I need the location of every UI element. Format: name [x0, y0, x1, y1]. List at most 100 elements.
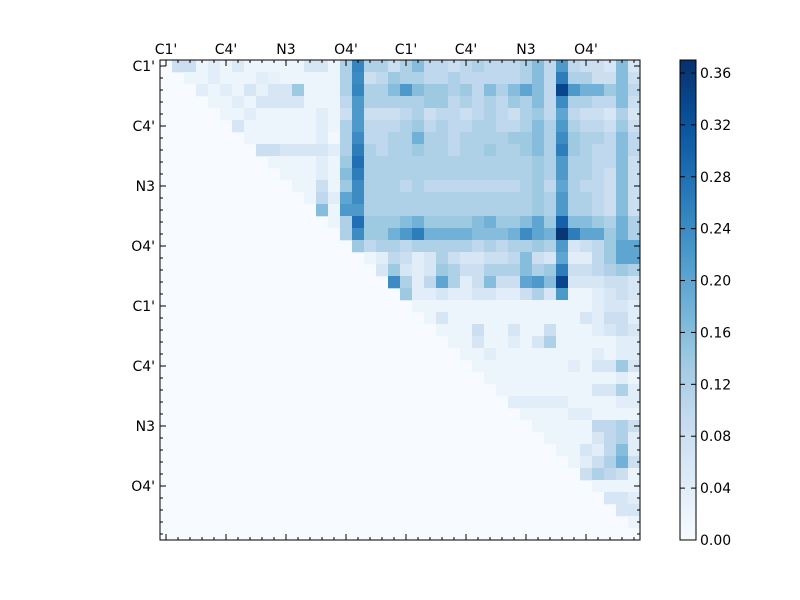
heatmap-cell: [604, 456, 617, 469]
heatmap-cell: [436, 60, 449, 73]
heatmap-cell: [544, 60, 557, 73]
heatmap-cell: [448, 300, 461, 313]
heatmap-cell: [520, 96, 533, 109]
heatmap-cell: [436, 132, 449, 145]
heatmap-cell: [484, 72, 497, 85]
heatmap-cell: [412, 108, 425, 121]
heatmap-cell: [436, 180, 449, 193]
heatmap-cell: [520, 300, 533, 313]
heatmap-cell: [508, 192, 521, 205]
heatmap-cell: [616, 288, 629, 301]
heatmap-cell: [484, 288, 497, 301]
heatmap-cell: [580, 132, 593, 145]
heatmap-cell: [580, 180, 593, 193]
heatmap-cell: [628, 396, 641, 409]
heatmap-cell: [544, 192, 557, 205]
heatmap-cell: [400, 252, 413, 265]
heatmap-cell: [556, 144, 569, 157]
heatmap-cell: [316, 96, 329, 109]
heatmap-cell: [544, 144, 557, 157]
heatmap-cell: [616, 276, 629, 289]
heatmap-cell: [616, 468, 629, 481]
heatmap-cell: [532, 108, 545, 121]
heatmap-cell: [424, 264, 437, 277]
heatmap-cell: [352, 240, 365, 253]
heatmap-cell: [232, 120, 245, 133]
heatmap-cell: [580, 144, 593, 157]
heatmap-cell: [616, 120, 629, 133]
heatmap-cell: [568, 252, 581, 265]
heatmap-cell: [448, 96, 461, 109]
heatmap-cell: [520, 372, 533, 385]
heatmap-cell: [628, 504, 641, 517]
x-tick-label: N3: [516, 42, 535, 58]
heatmap-cell: [472, 180, 485, 193]
heatmap-cell: [592, 444, 605, 457]
heatmap-cell: [532, 192, 545, 205]
heatmap-cell: [376, 156, 389, 169]
heatmap-cell: [484, 360, 497, 373]
heatmap-cell: [544, 180, 557, 193]
heatmap-cell: [448, 120, 461, 133]
heatmap-cell: [232, 60, 245, 73]
heatmap-cell: [592, 468, 605, 481]
heatmap-cell: [460, 216, 473, 229]
heatmap-cell: [556, 84, 569, 97]
heatmap-cell: [604, 360, 617, 373]
heatmap-cell: [532, 336, 545, 349]
heatmap-cell: [448, 168, 461, 181]
heatmap-cell: [580, 168, 593, 181]
heatmap-cell: [556, 180, 569, 193]
heatmap-cell: [508, 360, 521, 373]
heatmap-cell: [304, 192, 317, 205]
heatmap-cell: [556, 156, 569, 169]
heatmap-cell: [544, 420, 557, 433]
heatmap-cell: [628, 288, 641, 301]
heatmap-cell: [376, 72, 389, 85]
heatmap-cell: [532, 180, 545, 193]
heatmap-cell: [496, 72, 509, 85]
heatmap-cell: [568, 132, 581, 145]
heatmap-cell: [496, 252, 509, 265]
heatmap-cell: [280, 108, 293, 121]
heatmap-cell: [616, 300, 629, 313]
heatmap-cell: [484, 84, 497, 97]
heatmap-cell: [424, 144, 437, 157]
heatmap-cell: [592, 96, 605, 109]
heatmap-cell: [388, 84, 401, 97]
heatmap-cell: [424, 60, 437, 73]
heatmap-cell: [604, 288, 617, 301]
heatmap-cell: [532, 156, 545, 169]
heatmap-cell: [532, 408, 545, 421]
heatmap-cell: [496, 372, 509, 385]
heatmap-cell: [544, 84, 557, 97]
heatmap-cell: [388, 156, 401, 169]
heatmap-cell: [328, 96, 341, 109]
heatmap-cell: [424, 288, 437, 301]
heatmap-cell: [592, 276, 605, 289]
heatmap-cell: [628, 372, 641, 385]
heatmap-cell: [616, 144, 629, 157]
heatmap-cell: [568, 120, 581, 133]
heatmap-cell: [436, 108, 449, 121]
heatmap-cell: [580, 396, 593, 409]
heatmap-cell: [604, 72, 617, 85]
heatmap-cell: [484, 60, 497, 73]
y-tick-label: O4': [131, 479, 155, 495]
heatmap-cell: [628, 156, 641, 169]
heatmap-cell: [628, 252, 641, 265]
heatmap-cell: [364, 72, 377, 85]
heatmap-cell: [532, 396, 545, 409]
heatmap-cell: [616, 228, 629, 241]
heatmap-cell: [316, 156, 329, 169]
heatmap-cell: [412, 192, 425, 205]
heatmap-cell: [424, 240, 437, 253]
heatmap-cell: [448, 60, 461, 73]
heatmap-cell: [352, 84, 365, 97]
y-tick-label: C1': [132, 59, 155, 75]
heatmap-cell: [388, 180, 401, 193]
heatmap-cell: [436, 204, 449, 217]
heatmap-cell: [604, 408, 617, 421]
heatmap-cell: [280, 60, 293, 73]
heatmap-cell: [412, 120, 425, 133]
